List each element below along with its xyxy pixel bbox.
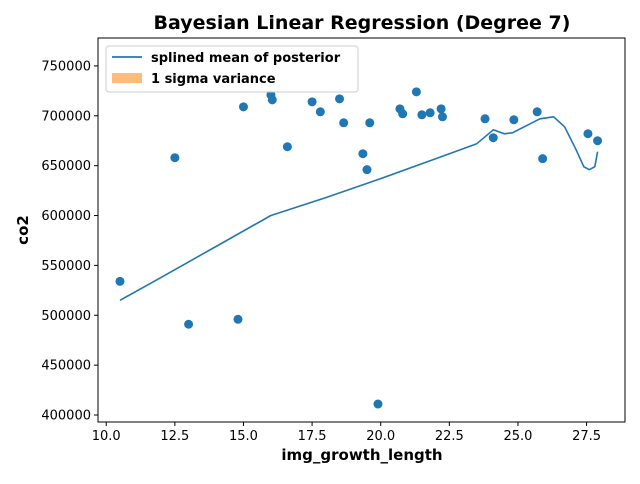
x-tick-label: 15.0: [229, 429, 258, 444]
data-point: [307, 97, 317, 107]
y-tick-label: 650000: [41, 159, 91, 174]
data-point: [398, 109, 408, 119]
data-point: [339, 118, 349, 128]
data-point: [362, 165, 372, 175]
legend-label-mean: splined mean of posterior: [151, 51, 341, 66]
data-point: [115, 276, 125, 286]
data-point: [335, 94, 345, 104]
data-point: [282, 142, 292, 152]
y-tick-label: 400000: [41, 409, 91, 424]
data-point: [358, 149, 368, 159]
x-tick-label: 27.5: [572, 429, 601, 444]
data-point: [233, 314, 243, 324]
data-point: [509, 115, 519, 125]
data-point: [238, 102, 248, 112]
chart-title: Bayesian Linear Regression (Degree 7): [154, 12, 571, 34]
data-point: [532, 107, 542, 117]
y-tick-label: 600000: [41, 209, 91, 224]
data-point: [417, 110, 427, 120]
axes-frame: [97, 37, 626, 423]
legend-label-variance: 1 sigma variance: [151, 72, 276, 87]
data-point: [184, 319, 194, 329]
data-point: [267, 95, 277, 105]
data-point: [436, 104, 446, 114]
x-tick-label: 12.5: [160, 429, 189, 444]
data-point: [488, 133, 498, 143]
x-tick-label: 17.5: [298, 429, 327, 444]
mean-line: [119, 116, 599, 301]
y-axis-label: co2: [14, 215, 32, 245]
x-tick-label: 22.5: [435, 429, 464, 444]
y-tick-label: 700000: [41, 109, 91, 124]
x-axis-label: img_growth_length: [281, 446, 442, 464]
legend-patch-swatch: [112, 73, 142, 83]
y-tick-label: 750000: [41, 59, 91, 74]
data-point: [480, 114, 490, 124]
y-tick-label: 500000: [41, 309, 91, 324]
data-point: [437, 112, 447, 122]
y-tick-label: 550000: [41, 259, 91, 274]
data-point: [365, 118, 375, 128]
plot-area: 10.0 12.5 15.0 17.5 20.0 22.5 25.0 27.5 400000 45…: [41, 59, 603, 444]
x-tick-label: 20.0: [366, 429, 395, 444]
data-point: [425, 108, 435, 118]
y-tick-label: 450000: [41, 359, 91, 374]
data-point: [411, 87, 421, 97]
data-point: [538, 154, 548, 164]
data-point: [593, 136, 603, 146]
data-point: [583, 129, 593, 139]
x-tick-label: 10.0: [92, 429, 121, 444]
legend: splined mean of posterior 1 sigma varian…: [105, 45, 359, 93]
x-tick-label: 25.0: [503, 429, 532, 444]
data-point: [315, 107, 325, 117]
legend-box: [105, 45, 359, 93]
data-point: [373, 399, 383, 409]
data-point: [170, 153, 180, 163]
